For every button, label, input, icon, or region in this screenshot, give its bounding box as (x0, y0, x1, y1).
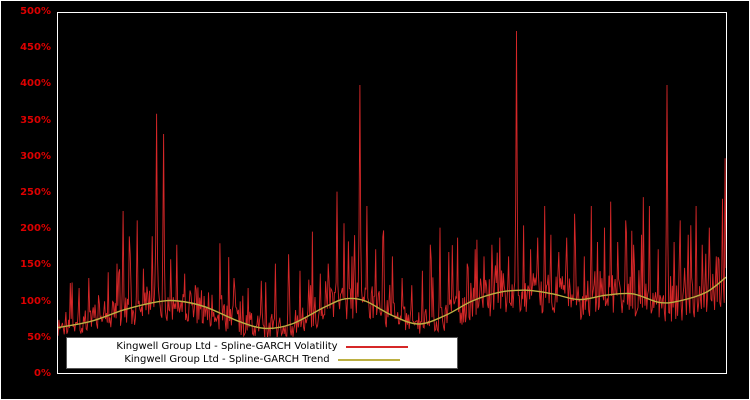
y-tick-label: 200% (20, 223, 51, 235)
y-tick-label: 500% (20, 6, 51, 17)
y-tick-label: 250% (20, 187, 51, 198)
y-tick-label: 150% (20, 259, 51, 271)
volatility-series-line (58, 30, 726, 339)
legend-line-sample-volatility (345, 345, 408, 348)
legend-label-trend: Kingwell Group Ltd - Spline-GARCH Trend (124, 354, 330, 365)
chart-canvas (58, 30, 726, 339)
y-axis: 0% 50% 100% 150% 200% 250% 300% 350% 400% 450% 500… (1, 1, 53, 399)
legend: Kingwell Group Ltd - Spline-GARCH Volati… (66, 337, 458, 369)
legend-item-volatility: Kingwell Group Ltd - Spline-GARCH Volati… (71, 340, 453, 353)
plot-area: Kingwell Group Ltd - Spline-GARCH Volati… (57, 12, 727, 374)
y-tick-label: 350% (20, 114, 51, 126)
legend-label-volatility: Kingwell Group Ltd - Spline-GARCH Volati… (116, 341, 338, 352)
y-tick-label: 450% (20, 42, 51, 54)
legend-item-trend: Kingwell Group Ltd - Spline-GARCH Trend (71, 353, 453, 366)
y-tick-label: 300% (20, 150, 51, 162)
y-tick-label: 50% (27, 331, 51, 343)
y-tick-label: 400% (20, 78, 51, 90)
y-tick-label: 100% (20, 295, 51, 307)
legend-line-sample-trend (337, 358, 400, 361)
trend-series-line (58, 276, 726, 330)
y-tick-label: 0% (34, 368, 51, 379)
